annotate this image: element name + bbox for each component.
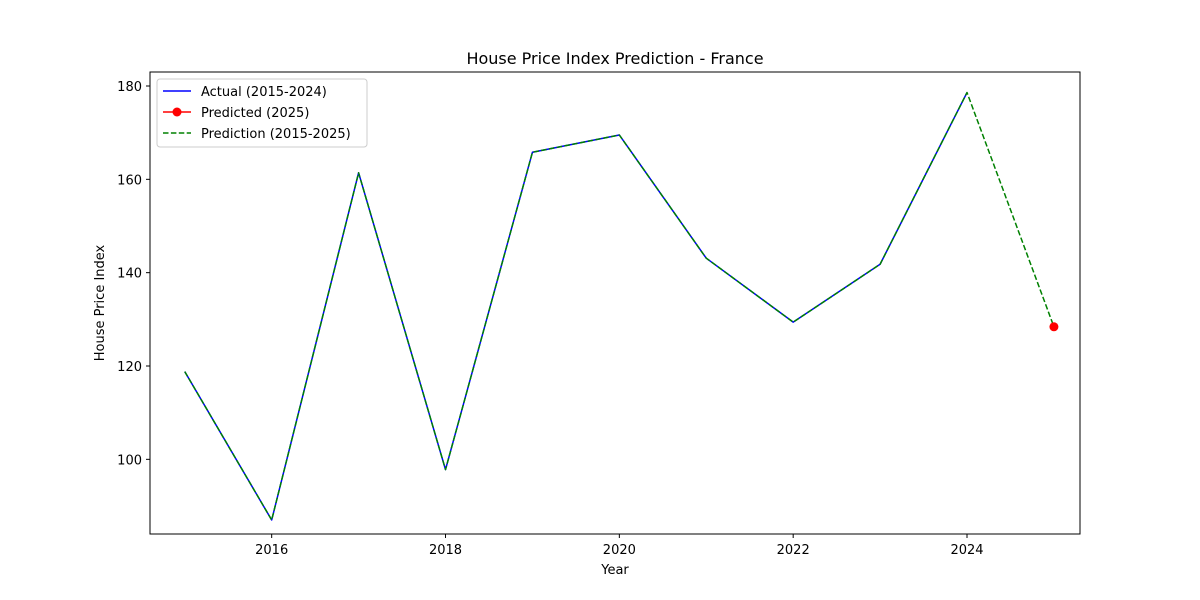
legend-label-predicted: Predicted (2025): [201, 106, 309, 121]
y-tick-label: 120: [117, 360, 142, 375]
x-tick-label: 2024: [950, 543, 983, 558]
legend: Actual (2015-2024) Predicted (2025) Pred…: [156, 78, 368, 148]
y-tick-label: 140: [117, 267, 142, 282]
plot-area: [149, 71, 1081, 535]
y-axis-ticks: 100 120 140 160 180: [117, 80, 150, 468]
x-tick-label: 2016: [255, 543, 288, 558]
series-layer: [184, 91, 1059, 521]
y-tick-label: 160: [117, 173, 142, 188]
x-tick-label: 2020: [603, 543, 636, 558]
x-axis-label: Year: [600, 563, 629, 578]
legend-label-prediction: Prediction (2015-2025): [201, 127, 351, 142]
x-axis-ticks: 2016 2018 2020 2022 2024: [255, 534, 984, 558]
legend-box: [156, 78, 368, 148]
legend-marker-predicted: [172, 107, 182, 117]
y-tick-label: 180: [117, 80, 142, 95]
chart-title: House Price Index Prediction - France: [466, 49, 763, 68]
y-axis-label: House Price Index: [93, 244, 108, 361]
predicted-point: [1049, 322, 1059, 332]
legend-label-actual: Actual (2015-2024): [201, 85, 327, 100]
series-line-prediction: [184, 91, 1055, 521]
x-tick-label: 2018: [429, 543, 462, 558]
y-tick-label: 100: [117, 453, 142, 468]
x-tick-label: 2022: [777, 543, 810, 558]
